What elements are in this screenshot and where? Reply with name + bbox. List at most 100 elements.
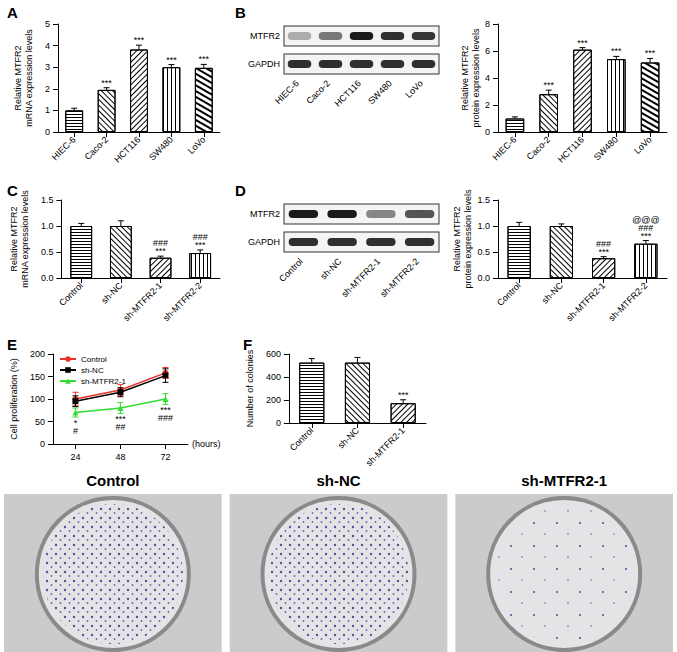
- svg-text:4: 4: [485, 73, 490, 83]
- svg-text:Control: Control: [495, 280, 523, 308]
- svg-text:sh-MTFR2-2: sh-MTFR2-2: [378, 256, 421, 299]
- svg-text:Relative MTFR2: Relative MTFR2: [452, 206, 462, 271]
- svg-text:HIEC-6: HIEC-6: [273, 78, 301, 106]
- svg-text:sh-NC: sh-NC: [318, 256, 343, 281]
- svg-text:600: 600: [266, 349, 281, 359]
- svg-text:***: ***: [101, 78, 112, 88]
- svg-text:72: 72: [160, 452, 170, 462]
- svg-text:***: ***: [398, 390, 409, 400]
- svg-text:sh-MTFR2-2: sh-MTFR2-2: [161, 280, 204, 323]
- svg-text:2: 2: [485, 100, 490, 110]
- svg-text:0.0: 0.0: [41, 273, 54, 283]
- svg-text:sh-MTFR2-1: sh-MTFR2-1: [81, 377, 126, 386]
- svg-text:(hours): (hours): [192, 439, 221, 449]
- svg-text:150: 150: [30, 372, 45, 382]
- svg-text:Number of colonies: Number of colonies: [245, 349, 255, 427]
- svg-text:1.5: 1.5: [477, 195, 490, 205]
- svg-text:C: C: [7, 182, 18, 199]
- svg-text:GAPDH: GAPDH: [248, 59, 280, 69]
- svg-text:LoVo: LoVo: [632, 134, 654, 156]
- svg-text:Control: Control: [288, 425, 316, 453]
- svg-text:0.5: 0.5: [477, 247, 490, 257]
- svg-text:sh-NC: sh-NC: [316, 472, 360, 489]
- svg-text:sh-NC: sh-NC: [81, 366, 104, 375]
- svg-text:sh-NC: sh-NC: [540, 280, 565, 305]
- svg-text:400: 400: [266, 372, 281, 382]
- svg-text:0.0: 0.0: [477, 273, 490, 283]
- svg-text:F: F: [243, 336, 252, 353]
- svg-text:Control: Control: [81, 355, 107, 364]
- svg-text:Cell proliferation (%): Cell proliferation (%): [9, 358, 19, 440]
- svg-text:Control: Control: [57, 280, 85, 308]
- svg-text:###: ###: [158, 413, 173, 423]
- svg-text:2: 2: [45, 84, 50, 94]
- svg-text:1.5: 1.5: [41, 195, 54, 205]
- svg-text:sh-MTFR2-1: sh-MTFR2-1: [121, 280, 164, 323]
- svg-text:LoVo: LoVo: [403, 78, 425, 100]
- svg-text:24: 24: [70, 452, 80, 462]
- svg-text:***: ***: [166, 55, 177, 65]
- svg-text:1.0: 1.0: [41, 221, 54, 231]
- svg-text:0: 0: [45, 127, 50, 137]
- svg-text:Caco-2: Caco-2: [525, 134, 553, 162]
- svg-text:SW480: SW480: [366, 78, 394, 106]
- svg-text:sh-MTFR2-1: sh-MTFR2-1: [564, 280, 607, 323]
- svg-text:1.0: 1.0: [477, 221, 490, 231]
- svg-text:SW480: SW480: [147, 134, 175, 162]
- svg-text:50: 50: [35, 417, 45, 427]
- svg-text:sh-MTFR2-2: sh-MTFR2-2: [607, 280, 650, 323]
- svg-text:***: ***: [155, 246, 166, 256]
- svg-text:mRNA expression levels: mRNA expression levels: [24, 29, 34, 127]
- svg-text:0: 0: [485, 127, 490, 137]
- svg-text:200: 200: [266, 395, 281, 405]
- svg-text:8: 8: [485, 19, 490, 29]
- svg-text:***: ***: [195, 240, 206, 250]
- svg-text:protein expression levels: protein expression levels: [463, 189, 473, 289]
- svg-text:##: ##: [115, 422, 125, 432]
- svg-text:SW480: SW480: [592, 134, 620, 162]
- svg-text:***: ***: [598, 247, 609, 257]
- svg-text:3: 3: [45, 62, 50, 72]
- svg-text:sh-MTFR2-1: sh-MTFR2-1: [339, 256, 382, 299]
- svg-text:***: ***: [577, 38, 588, 48]
- svg-text:5: 5: [45, 19, 50, 29]
- svg-text:HIEC-6: HIEC-6: [50, 134, 78, 162]
- svg-text:4: 4: [45, 41, 50, 51]
- svg-text:48: 48: [115, 452, 125, 462]
- svg-text:B: B: [235, 4, 246, 21]
- svg-text:sh-MTFR2-1: sh-MTFR2-1: [364, 425, 407, 468]
- svg-text:GAPDH: GAPDH: [248, 237, 280, 247]
- svg-text:Relative MTFR2: Relative MTFR2: [460, 45, 470, 110]
- svg-text:100: 100: [30, 394, 45, 404]
- svg-text:***: ***: [199, 54, 210, 64]
- svg-text:mRNA expression levels: mRNA expression levels: [20, 190, 30, 288]
- svg-text:0: 0: [276, 418, 281, 428]
- svg-text:6: 6: [485, 46, 490, 56]
- svg-text:MTFR2: MTFR2: [250, 31, 280, 41]
- svg-text:1: 1: [45, 105, 50, 115]
- svg-text:D: D: [235, 182, 246, 199]
- svg-text:Relative MTFR2: Relative MTFR2: [13, 45, 23, 110]
- svg-text:HCT116: HCT116: [333, 78, 363, 108]
- svg-text:HIEC-6: HIEC-6: [491, 134, 519, 162]
- svg-text:***: ***: [134, 35, 145, 45]
- svg-text:HCT116: HCT116: [556, 134, 586, 164]
- svg-text:***: ***: [543, 80, 554, 90]
- svg-text:sh-NC: sh-NC: [99, 280, 124, 305]
- svg-text:0.5: 0.5: [41, 247, 54, 257]
- svg-text:***: ***: [645, 48, 656, 58]
- svg-text:***: ***: [611, 46, 622, 56]
- svg-text:Caco-2: Caco-2: [304, 78, 332, 106]
- svg-text:MTFR2: MTFR2: [250, 209, 280, 219]
- svg-text:Caco-2: Caco-2: [83, 134, 111, 162]
- svg-text:200: 200: [30, 349, 45, 359]
- svg-text:sh-MTFR2-1: sh-MTFR2-1: [521, 472, 607, 489]
- svg-text:LoVo: LoVo: [186, 134, 208, 156]
- svg-text:Control: Control: [86, 472, 139, 489]
- svg-text:E: E: [7, 336, 17, 353]
- svg-text:Relative MTFR2: Relative MTFR2: [9, 206, 19, 271]
- svg-text:protein expression levels: protein expression levels: [471, 28, 481, 128]
- svg-text:HCT116: HCT116: [112, 134, 142, 164]
- svg-text:sh-NC: sh-NC: [336, 425, 361, 450]
- svg-text:***: ***: [641, 231, 652, 241]
